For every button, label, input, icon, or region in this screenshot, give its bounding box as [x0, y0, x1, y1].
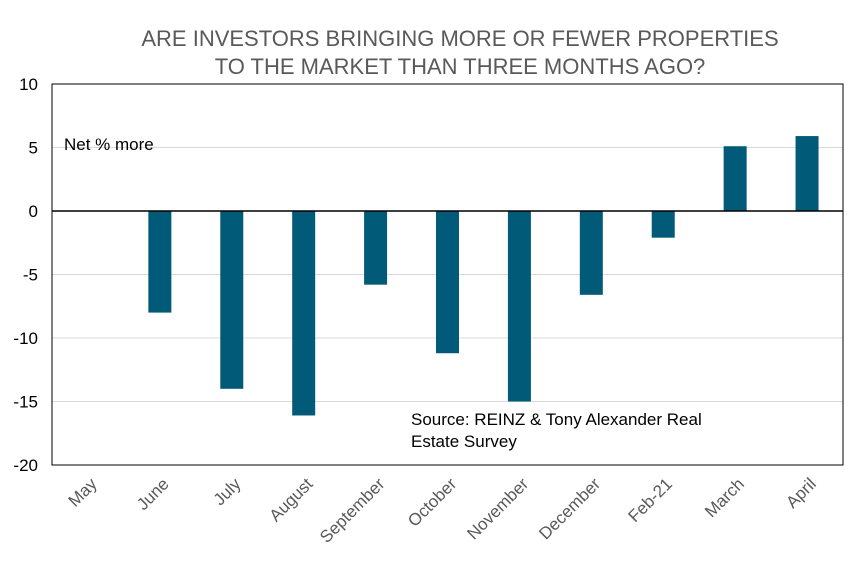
source-annotation-line-2: Estate Survey: [411, 432, 517, 451]
bar-december: [579, 211, 603, 295]
bar-july: [220, 211, 244, 389]
bar-layer: [148, 136, 819, 416]
bar-november: [507, 211, 531, 402]
x-tick-label: Feb-21: [625, 474, 677, 526]
bar-june: [148, 211, 172, 313]
y-tick-label: -20: [13, 456, 38, 475]
x-tick-label: October: [404, 474, 460, 530]
chart-title-line-2: TO THE MARKET THAN THREE MONTHS AGO?: [215, 54, 706, 79]
series-label-annotation: Net % more: [64, 135, 154, 154]
y-tick-label: -10: [13, 329, 38, 348]
y-tick-label: 0: [29, 202, 38, 221]
x-tick-label: May: [65, 474, 101, 510]
x-tick-label: March: [701, 474, 748, 521]
bar-april: [795, 136, 819, 211]
x-tick-label: August: [266, 474, 317, 525]
chart-title-line-1: ARE INVESTORS BRINGING MORE OR FEWER PRO…: [141, 26, 778, 51]
plot-frame: [51, 83, 844, 466]
bar-october: [436, 211, 459, 354]
x-axis-ticks: May June July August September October Novembe…: [65, 474, 820, 547]
bar-september: [364, 211, 388, 285]
x-tick-label: September: [316, 474, 388, 546]
bar-august: [292, 211, 316, 416]
y-tick-label: -5: [23, 266, 38, 285]
bar-march: [723, 146, 747, 211]
x-tick-label: April: [782, 474, 819, 511]
x-tick-label: June: [133, 474, 173, 514]
y-tick-label: 5: [29, 139, 38, 158]
x-tick-label: November: [463, 474, 532, 543]
x-tick-label: December: [535, 474, 604, 543]
bar-feb-21: [651, 211, 675, 238]
x-tick-label: July: [210, 474, 245, 509]
y-axis-ticks: 10 5 0 -5 -10 -15 -20: [13, 75, 38, 475]
source-annotation-line-1: Source: REINZ & Tony Alexander Real: [411, 410, 702, 429]
y-tick-label: 10: [19, 75, 38, 94]
y-tick-label: -15: [13, 393, 38, 412]
